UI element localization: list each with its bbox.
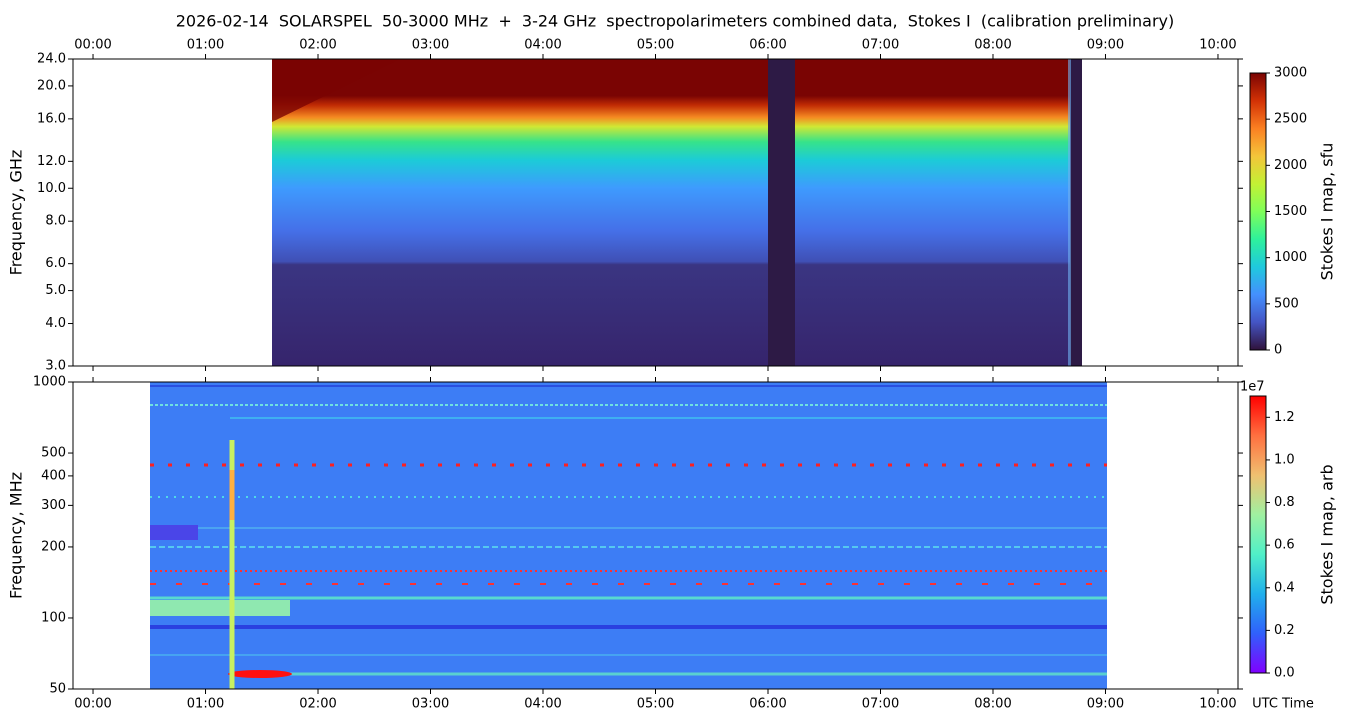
colorbar-tick-label: 0.2 <box>1274 623 1295 638</box>
x-tick-label: 01:00 <box>187 38 224 53</box>
x-tick-label: 05:00 <box>637 38 674 53</box>
x-tick-label: 10:00 <box>1199 697 1236 712</box>
y-tick-label: 300 <box>41 498 66 513</box>
y-axis-label: Frequency, MHz <box>7 472 26 599</box>
y-axis-label: Frequency, GHz <box>7 150 26 276</box>
y-tick-label: 500 <box>41 446 66 461</box>
colorbar-tick-label: 0.0 <box>1274 666 1295 681</box>
y-tick-label: 100 <box>41 610 66 625</box>
y-tick-label: 5.0 <box>45 283 66 298</box>
colorbar-label: Stokes I map, sfu <box>1318 143 1337 281</box>
x-tick-label: 00:00 <box>74 697 111 712</box>
bottom-heatmap-image <box>150 382 1107 689</box>
colorbar-tick-label: 0.6 <box>1274 538 1295 553</box>
colorbar-tick-label: 0.8 <box>1274 495 1295 510</box>
x-tick-label: 04:00 <box>524 38 561 53</box>
x-axis-label: UTC Time <box>1252 697 1314 712</box>
top-heatmap-image <box>272 59 1082 366</box>
colorbar-tick-label: 0.4 <box>1274 580 1295 595</box>
x-tick-label: 04:00 <box>524 697 561 712</box>
x-tick-label: 02:00 <box>299 697 336 712</box>
colorbar <box>1249 72 1267 351</box>
colorbar-tick-label: 1500 <box>1274 204 1307 219</box>
x-tick-label: 08:00 <box>974 38 1011 53</box>
x-tick-label: 05:00 <box>637 697 674 712</box>
x-tick-label: 03:00 <box>412 38 449 53</box>
x-tick-label: 10:00 <box>1199 38 1236 53</box>
x-tick-label: 07:00 <box>862 38 899 53</box>
y-tick-label: 4.0 <box>45 316 66 331</box>
y-tick-label: 10.0 <box>37 181 66 196</box>
colorbar-offset-label: 1e7 <box>1240 380 1265 395</box>
colorbar-tick-label: 0 <box>1274 343 1282 358</box>
x-tick-label: 02:00 <box>299 38 336 53</box>
y-tick-label: 200 <box>41 539 66 554</box>
x-tick-label: 06:00 <box>749 38 786 53</box>
y-tick-label: 12.0 <box>37 154 66 169</box>
x-tick-label: 00:00 <box>74 38 111 53</box>
y-tick-label: 1000 <box>33 375 66 390</box>
y-tick-label: 3.0 <box>45 359 66 374</box>
colorbar-tick-label: 500 <box>1274 296 1299 311</box>
x-tick-label: 07:00 <box>862 697 899 712</box>
y-tick-label: 24.0 <box>37 52 66 67</box>
colorbar-tick-label: 2000 <box>1274 158 1307 173</box>
y-tick-label: 50 <box>49 682 66 697</box>
x-tick-label: 03:00 <box>412 697 449 712</box>
colorbar-label: Stokes I map, arb <box>1318 464 1337 604</box>
colorbar-tick-label: 2500 <box>1274 112 1307 127</box>
x-tick-label: 01:00 <box>187 697 224 712</box>
x-tick-label: 08:00 <box>974 697 1011 712</box>
x-tick-label: 09:00 <box>1087 697 1124 712</box>
colorbar-tick-label: 1000 <box>1274 250 1307 265</box>
y-tick-label: 6.0 <box>45 256 66 271</box>
y-tick-label: 20.0 <box>37 78 66 93</box>
chart-title: 2026-02-14 SOLARSPEL 50-3000 MHz + 3-24 … <box>176 12 1175 31</box>
colorbar <box>1249 395 1267 674</box>
colorbar-tick-label: 3000 <box>1274 66 1307 81</box>
x-tick-label: 06:00 <box>749 697 786 712</box>
colorbar-tick-label: 1.2 <box>1274 410 1295 425</box>
y-tick-label: 16.0 <box>37 111 66 126</box>
y-tick-label: 400 <box>41 468 66 483</box>
colorbar-tick-label: 1.0 <box>1274 452 1295 467</box>
y-tick-label: 8.0 <box>45 214 66 229</box>
x-tick-label: 09:00 <box>1087 38 1124 53</box>
